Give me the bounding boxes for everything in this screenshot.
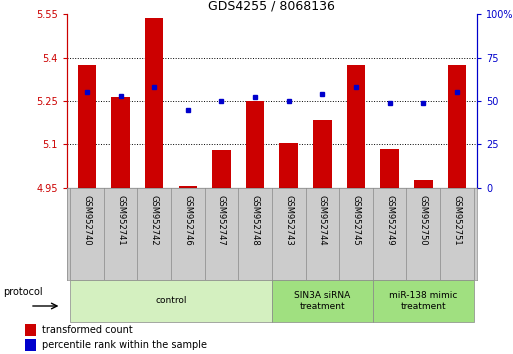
Bar (347, 65, 365, 188)
Bar (313, 120, 331, 188)
Bar (25, 339, 36, 352)
FancyBboxPatch shape (70, 280, 272, 322)
FancyBboxPatch shape (272, 280, 373, 322)
Bar (448, 65, 466, 188)
Bar (179, 186, 197, 188)
Text: GSM952740: GSM952740 (83, 195, 91, 246)
Text: percentile rank within the sample: percentile rank within the sample (42, 341, 207, 350)
Text: GSM952743: GSM952743 (284, 195, 293, 246)
Text: GSM952747: GSM952747 (217, 195, 226, 246)
Text: miR-138 mimic
treatment: miR-138 mimic treatment (389, 291, 458, 310)
Bar (380, 149, 399, 188)
Text: GSM952741: GSM952741 (116, 195, 125, 246)
Text: SIN3A siRNA
treatment: SIN3A siRNA treatment (294, 291, 350, 310)
Bar (111, 97, 130, 188)
Text: GSM952750: GSM952750 (419, 195, 428, 246)
Text: GSM952744: GSM952744 (318, 195, 327, 246)
Bar (246, 101, 264, 188)
Title: GDS4255 / 8068136: GDS4255 / 8068136 (208, 0, 336, 13)
Bar (77, 65, 96, 188)
Bar (280, 143, 298, 188)
Bar (212, 150, 231, 188)
Text: GSM952742: GSM952742 (150, 195, 159, 246)
Bar (414, 181, 432, 188)
Text: control: control (155, 296, 187, 306)
Text: GSM952745: GSM952745 (351, 195, 361, 246)
FancyBboxPatch shape (373, 280, 473, 322)
Text: GSM952749: GSM952749 (385, 195, 394, 246)
Text: GSM952751: GSM952751 (452, 195, 461, 246)
Bar (145, 18, 164, 188)
Text: protocol: protocol (3, 286, 43, 297)
Text: transformed count: transformed count (42, 325, 132, 336)
Bar (25, 324, 36, 336)
Text: GSM952746: GSM952746 (183, 195, 192, 246)
Text: GSM952748: GSM952748 (250, 195, 260, 246)
